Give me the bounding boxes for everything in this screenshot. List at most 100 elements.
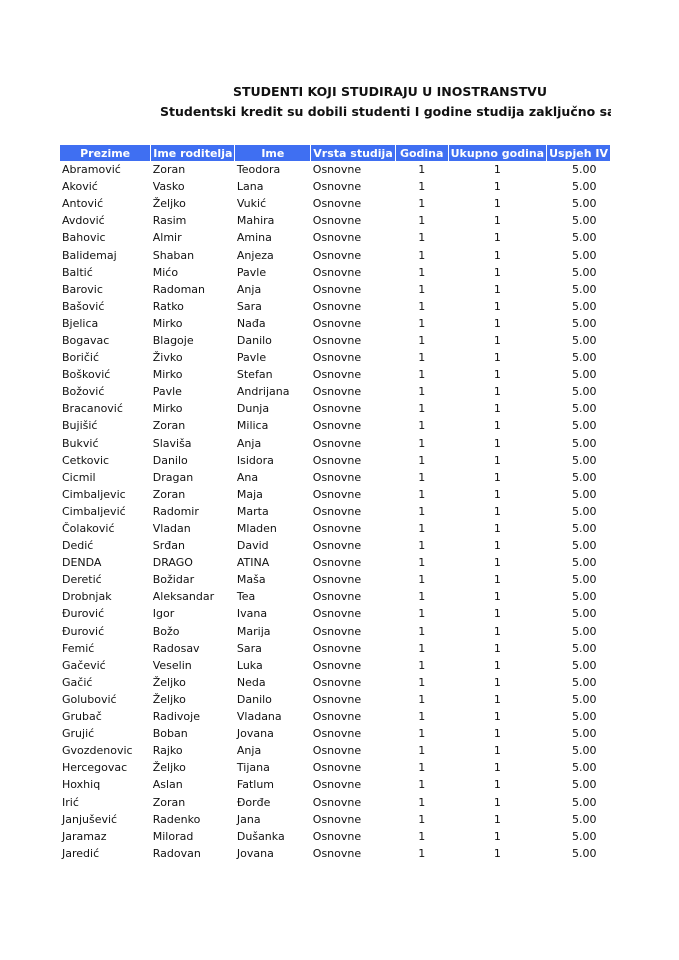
cell-surname: Boričić xyxy=(62,351,100,365)
table-row: Bjelica Mirko Nađa Osnovne 1 1 5.00 xyxy=(60,315,611,332)
cell-total-years: 1 xyxy=(493,607,501,621)
cell-surname: Gačić xyxy=(62,675,93,689)
cell-parent-name: Veselin xyxy=(152,658,192,672)
table-row: Đurović Igor Ivana Osnovne 1 1 5.00 xyxy=(60,605,611,622)
table-row: Hoxhiq Aslan Fatlum Osnovne 1 1 5.00 xyxy=(60,776,611,793)
cell-parent-name: Željko xyxy=(152,761,186,775)
cell-total-years: 1 xyxy=(493,385,501,399)
cell-study-type: Osnovne xyxy=(312,692,362,706)
cell-grade: 5.00 xyxy=(572,453,597,467)
cell-surname: Bukvić xyxy=(62,436,99,450)
cell-year: 1 xyxy=(418,453,426,467)
cell-surname: Cicmil xyxy=(62,470,96,484)
table-row: Bracanović Mirko Dunja Osnovne 1 1 5.00 xyxy=(60,400,611,417)
cell-first-name: ATINA xyxy=(236,556,270,570)
cell-first-name: Danilo xyxy=(236,333,272,347)
cell-total-years: 1 xyxy=(493,248,501,262)
cell-parent-name: Danilo xyxy=(152,453,188,467)
cell-first-name: Ana xyxy=(236,470,259,484)
cell-grade: 5.00 xyxy=(572,812,597,826)
cell-first-name: Sara xyxy=(236,299,262,313)
cell-year: 1 xyxy=(418,710,426,724)
cell-total-years: 1 xyxy=(493,829,501,843)
cell-parent-name: Srđan xyxy=(152,539,185,553)
cell-study-type: Osnovne xyxy=(312,778,362,792)
column-header-grade: Uspjeh IV xyxy=(546,145,611,161)
table-row: Čolaković Vladan Mladen Osnovne 1 1 5.00 xyxy=(60,520,611,537)
cell-total-years: 1 xyxy=(493,504,501,518)
table-row: Đurović Božo Marija Osnovne 1 1 5.00 xyxy=(60,623,611,640)
cell-parent-name: Dragan xyxy=(152,470,194,484)
cell-parent-name: Rajko xyxy=(152,744,183,758)
cell-parent-name: Pavle xyxy=(152,385,182,399)
cell-surname: Gvozdenovic xyxy=(62,744,133,758)
cell-grade: 5.00 xyxy=(572,470,597,484)
table-row: Femić Radosav Sara Osnovne 1 1 5.00 xyxy=(60,640,611,657)
cell-first-name: Teodora xyxy=(236,163,281,177)
cell-surname: Hercegovac xyxy=(62,761,128,775)
cell-total-years: 1 xyxy=(493,487,501,501)
cell-year: 1 xyxy=(418,590,426,604)
cell-study-type: Osnovne xyxy=(312,214,362,228)
cell-parent-name: Vladan xyxy=(152,522,191,536)
cell-grade: 5.00 xyxy=(572,624,597,638)
cell-parent-name: Zoran xyxy=(152,163,186,177)
cell-grade: 5.00 xyxy=(572,419,597,433)
cell-total-years: 1 xyxy=(493,590,501,604)
cell-surname: Bahovic xyxy=(62,231,106,245)
cell-year: 1 xyxy=(418,470,426,484)
cell-grade: 5.00 xyxy=(572,590,597,604)
cell-grade: 5.00 xyxy=(572,436,597,450)
cell-parent-name: Radovan xyxy=(152,846,201,860)
cell-grade: 5.00 xyxy=(572,539,597,553)
cell-grade: 5.00 xyxy=(572,333,597,347)
cell-study-type: Osnovne xyxy=(312,453,362,467)
cell-first-name: Milica xyxy=(236,419,269,433)
cell-total-years: 1 xyxy=(493,231,501,245)
cell-grade: 5.00 xyxy=(572,744,597,758)
cell-first-name: Dušanka xyxy=(236,829,285,843)
cell-study-type: Osnovne xyxy=(312,265,362,279)
table-row: Cicmil Dragan Ana Osnovne 1 1 5.00 xyxy=(60,469,611,486)
cell-study-type: Osnovne xyxy=(312,487,362,501)
table-row: Cetkovic Danilo Isidora Osnovne 1 1 5.00 xyxy=(60,452,611,469)
cell-surname: Gačević xyxy=(62,658,106,672)
cell-parent-name: Almir xyxy=(152,231,182,245)
cell-first-name: Mahira xyxy=(236,214,275,228)
cell-study-type: Osnovne xyxy=(312,316,362,330)
cell-surname: Dedić xyxy=(62,539,94,553)
cell-grade: 5.00 xyxy=(572,368,597,382)
cell-parent-name: Božidar xyxy=(152,573,195,587)
table-row: Aković Vasko Lana Osnovne 1 1 5.00 xyxy=(60,178,611,195)
cell-grade: 5.00 xyxy=(572,795,597,809)
cell-grade: 5.00 xyxy=(572,573,597,587)
table-row: Jaramaz Milorad Dušanka Osnovne 1 1 5.00 xyxy=(60,828,611,845)
cell-year: 1 xyxy=(418,333,426,347)
cell-total-years: 1 xyxy=(493,470,501,484)
table-row: Boričić Živko Pavle Osnovne 1 1 5.00 xyxy=(60,349,611,366)
cell-study-type: Osnovne xyxy=(312,248,362,262)
cell-total-years: 1 xyxy=(493,744,501,758)
cell-first-name: Vladana xyxy=(236,710,282,724)
cell-surname: Barovic xyxy=(62,282,103,296)
cell-grade: 5.00 xyxy=(572,180,597,194)
cell-surname: Antović xyxy=(62,197,104,211)
cell-total-years: 1 xyxy=(493,419,501,433)
cell-first-name: Anjeza xyxy=(236,248,274,262)
cell-study-type: Osnovne xyxy=(312,761,362,775)
cell-study-type: Osnovne xyxy=(312,829,362,843)
cell-total-years: 1 xyxy=(493,675,501,689)
cell-year: 1 xyxy=(418,487,426,501)
cell-total-years: 1 xyxy=(493,522,501,536)
cell-first-name: Sara xyxy=(236,641,262,655)
table-row: Irić Zoran Đorđe Osnovne 1 1 5.00 xyxy=(60,793,611,810)
cell-year: 1 xyxy=(418,385,426,399)
cell-year: 1 xyxy=(418,402,426,416)
cell-first-name: Ivana xyxy=(236,607,268,621)
cell-year: 1 xyxy=(418,727,426,741)
cell-study-type: Osnovne xyxy=(312,744,362,758)
cell-study-type: Osnovne xyxy=(312,727,362,741)
cell-surname: Irić xyxy=(62,795,79,809)
cell-parent-name: Zoran xyxy=(152,487,186,501)
cell-parent-name: Mićo xyxy=(152,265,179,279)
